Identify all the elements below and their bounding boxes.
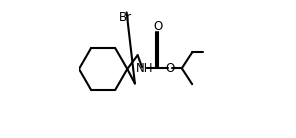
Text: NH: NH (136, 62, 153, 75)
Text: O: O (153, 20, 163, 33)
Text: O: O (165, 62, 175, 75)
Text: Br: Br (119, 11, 133, 24)
